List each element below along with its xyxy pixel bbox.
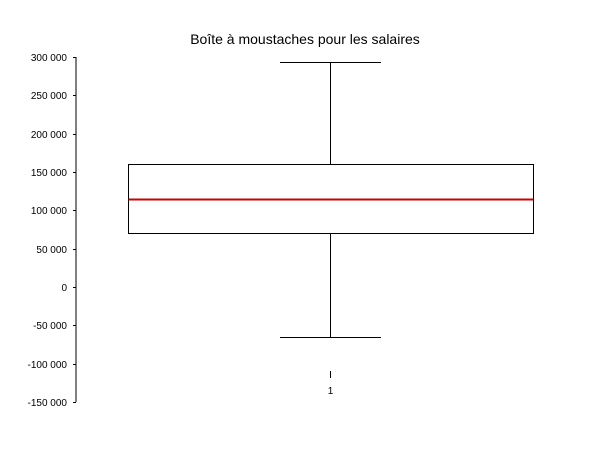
y-tick-label: 0	[61, 283, 67, 294]
y-tick-label: -50 000	[33, 321, 67, 332]
y-tick-label: -100 000	[28, 360, 68, 371]
box-plot	[128, 62, 534, 338]
y-tick-label: 200 000	[31, 130, 68, 141]
x-axis: 1	[328, 371, 334, 397]
chart-title: Boîte à moustaches pour les salaires	[190, 31, 420, 47]
y-tick-label: 50 000	[36, 245, 67, 256]
y-tick-label: 250 000	[31, 91, 68, 102]
y-tick-label: -150 000	[28, 398, 68, 409]
y-tick-label: 100 000	[31, 206, 68, 217]
y-tick-label: 150 000	[31, 168, 68, 179]
y-axis: -150 000 -100 000 -50 000 0 50 000 100 000 150…	[28, 53, 77, 409]
x-tick-label: 1	[328, 386, 334, 397]
y-tick-label: 300 000	[31, 53, 68, 64]
